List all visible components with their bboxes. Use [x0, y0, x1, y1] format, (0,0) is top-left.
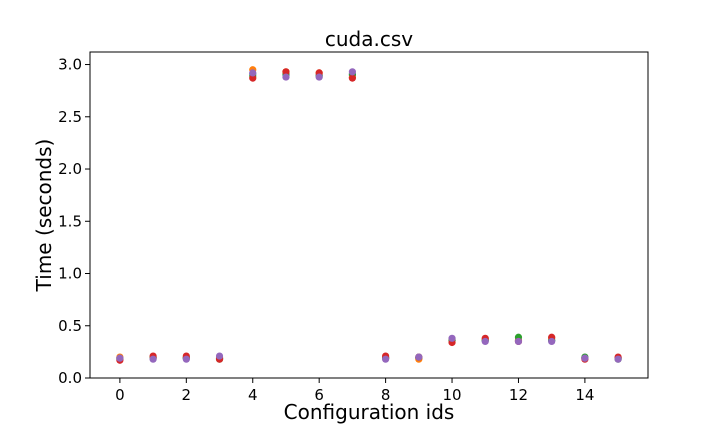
- x-tick-label: 14: [575, 386, 594, 404]
- data-point: [514, 337, 523, 346]
- data-point: [116, 354, 124, 362]
- plot-frame: [89, 51, 649, 379]
- y-axis-ticks: 0.0 0.5 1.0 1.5 2.0 2.5 3.0: [58, 56, 90, 387]
- y-tick-label: 1.5: [58, 212, 82, 230]
- y-tick-label: 3.0: [58, 56, 82, 74]
- data-point: [348, 68, 356, 76]
- data-point: [548, 337, 556, 346]
- y-tick-label: 0.0: [58, 369, 82, 387]
- data-point: [215, 352, 224, 360]
- data-point: [315, 73, 323, 81]
- y-tick-label: 0.5: [58, 317, 82, 335]
- data-point: [249, 74, 257, 82]
- data-point: [149, 355, 157, 363]
- y-tick-label: 2.0: [58, 160, 82, 178]
- data-points: [116, 66, 622, 364]
- y-tick-label: 1.0: [58, 265, 82, 283]
- x-tick-label: 10: [442, 386, 461, 404]
- y-axis-label: Time (seconds): [32, 139, 56, 293]
- x-tick-label: 2: [182, 386, 192, 404]
- x-tick-label: 0: [115, 386, 125, 404]
- y-tick-label: 2.5: [58, 108, 82, 126]
- data-point: [182, 355, 190, 363]
- chart-title: cuda.csv: [325, 27, 413, 51]
- data-point: [382, 355, 390, 363]
- x-tick-label: 8: [381, 386, 391, 404]
- data-point: [249, 69, 257, 77]
- data-point: [481, 337, 489, 346]
- x-axis-label: Configuration ids: [284, 400, 455, 424]
- data-point: [282, 68, 290, 76]
- data-point: [348, 74, 356, 82]
- data-point: [448, 334, 456, 342]
- x-tick-label: 12: [509, 386, 528, 404]
- data-point: [614, 355, 622, 363]
- data-point: [415, 353, 423, 361]
- data-point: [581, 354, 589, 362]
- data-point: [282, 73, 290, 81]
- x-axis-ticks: 0 2 4 6 8 10 12 14: [115, 378, 594, 404]
- plot-area: 0 2 4 6 8 10 12 14 0.0 0.5 1.0 1.5 2.0 2.5 3.0: [58, 51, 649, 404]
- x-tick-label: 4: [248, 386, 258, 404]
- x-tick-label: 6: [314, 386, 324, 404]
